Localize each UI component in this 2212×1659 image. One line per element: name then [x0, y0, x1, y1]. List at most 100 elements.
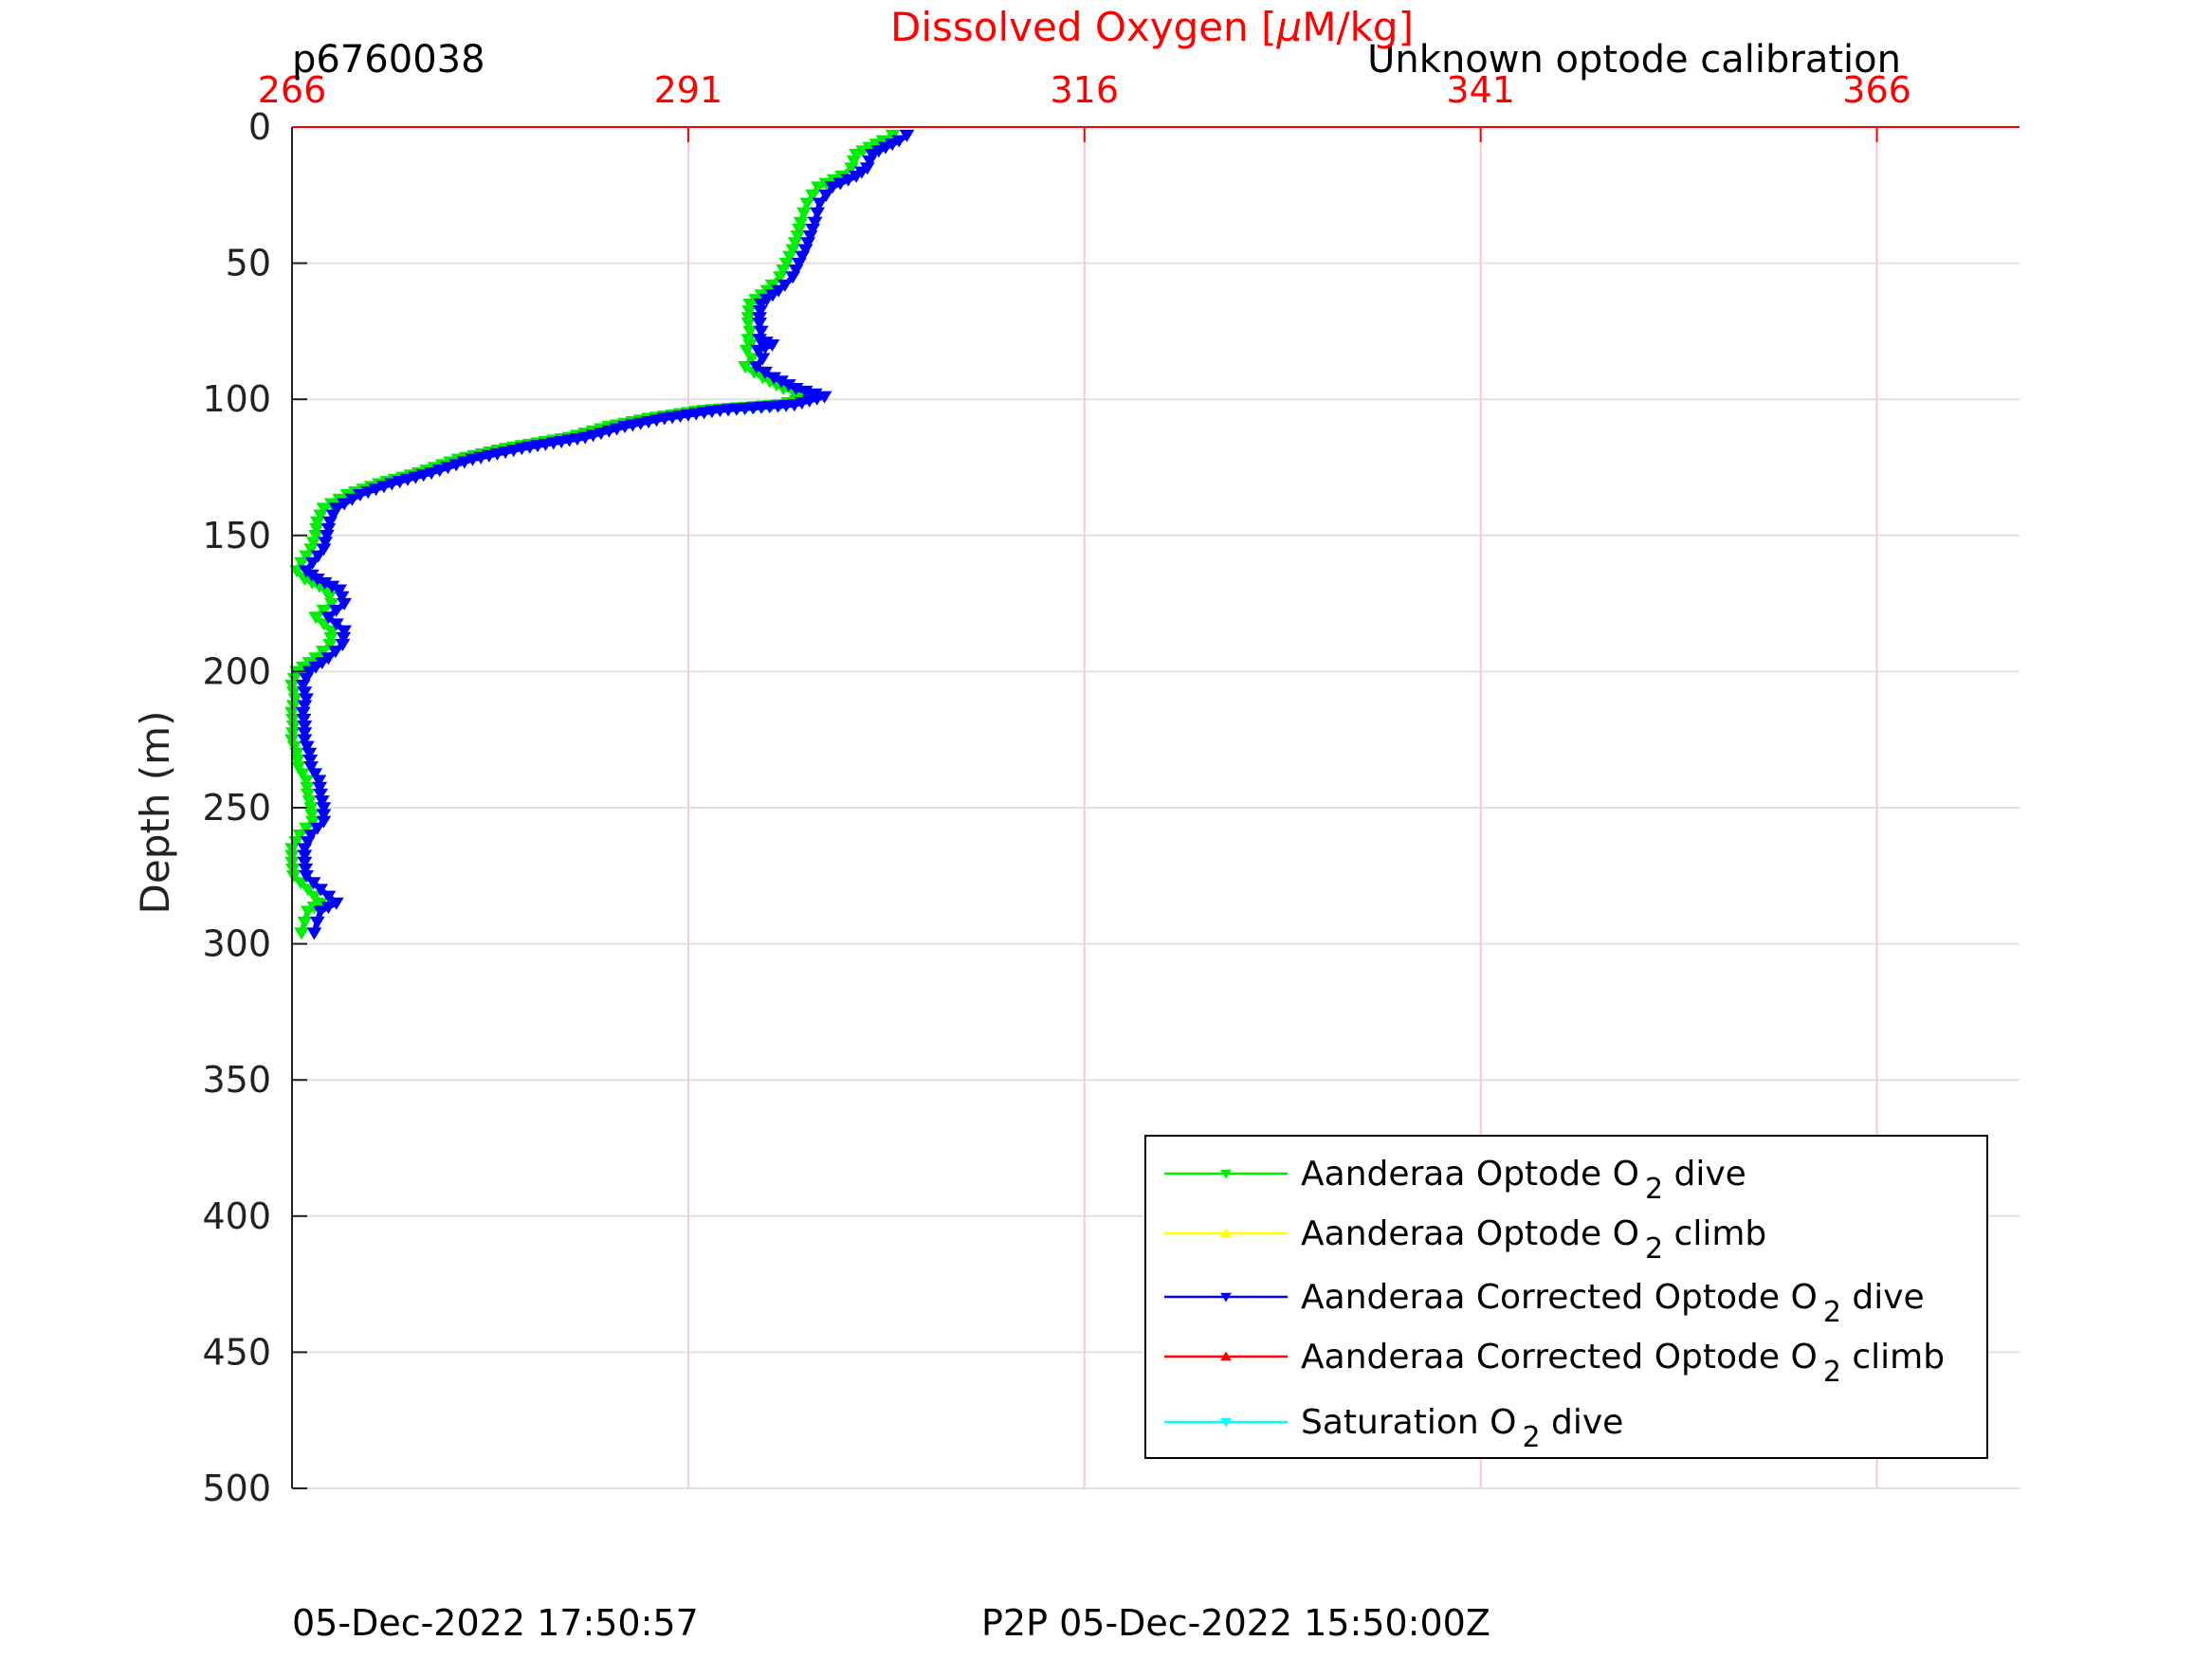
data-point — [313, 905, 328, 919]
data-point — [316, 815, 332, 829]
data-point — [795, 250, 811, 264]
data-point — [297, 843, 313, 856]
data-point — [305, 877, 321, 890]
data-point — [328, 605, 344, 618]
data-point — [811, 181, 826, 194]
data-point — [316, 618, 332, 631]
data-point — [753, 298, 769, 311]
data-point — [299, 550, 314, 563]
data-point — [290, 761, 306, 775]
data-point — [303, 802, 319, 815]
data-point — [300, 905, 316, 919]
data-point — [293, 877, 309, 890]
axes — [291, 126, 2020, 1489]
data-point — [334, 591, 350, 604]
data-point — [325, 509, 341, 522]
data-point — [296, 713, 312, 726]
data-point — [310, 550, 326, 563]
data-point — [328, 618, 344, 631]
data-point — [297, 700, 313, 713]
data-point — [323, 625, 339, 638]
data-point — [864, 148, 880, 161]
data-point — [790, 230, 806, 244]
data-point — [285, 720, 302, 734]
data-point — [300, 788, 316, 801]
data-point — [297, 686, 313, 700]
data-point — [785, 271, 801, 284]
x-tick-label: 341 — [1446, 69, 1515, 111]
data-point — [309, 522, 324, 536]
data-point — [335, 638, 351, 651]
data-point — [299, 740, 315, 754]
data-point — [320, 522, 337, 536]
data-point — [781, 250, 797, 264]
data-series — [284, 129, 915, 940]
data-point — [785, 244, 801, 257]
data-point — [849, 148, 864, 161]
data-point — [796, 207, 812, 220]
data-point — [299, 870, 314, 884]
data-point — [337, 625, 353, 638]
data-point — [792, 223, 807, 236]
data-point — [292, 829, 308, 842]
data-point — [825, 181, 840, 194]
data-point — [297, 734, 313, 747]
data-point — [313, 509, 328, 522]
data-point — [807, 216, 823, 229]
data-point — [299, 822, 314, 835]
data-point — [318, 537, 333, 550]
series-corrected_dive — [295, 129, 915, 940]
y-tick-label: 50 — [226, 243, 271, 284]
data-point — [295, 680, 311, 693]
data-point — [303, 829, 319, 842]
data-point — [299, 775, 314, 788]
data-point — [299, 693, 314, 706]
data-point — [742, 325, 758, 338]
legend-marker-corrected_dive — [1220, 1292, 1232, 1303]
data-point — [328, 646, 343, 659]
data-point — [297, 856, 313, 869]
data-point — [295, 706, 311, 720]
data-point — [322, 638, 338, 651]
data-point — [320, 611, 337, 625]
data-point — [302, 747, 318, 760]
data-point — [316, 809, 332, 822]
legend-marker-corrected_climb — [1220, 1351, 1232, 1361]
data-point — [303, 761, 319, 775]
y-tick-label: 300 — [202, 923, 271, 965]
tick-labels: 0 50 100 150 200 250 300 350 400 450 500 266 291 316 3… — [202, 69, 1910, 1509]
data-point — [289, 747, 304, 760]
data-point — [741, 305, 758, 319]
x-tick-label: 291 — [654, 69, 723, 111]
y-tick-label: 500 — [202, 1468, 271, 1509]
data-point — [311, 775, 327, 788]
data-point — [323, 597, 339, 611]
data-point — [302, 795, 318, 809]
data-point — [304, 809, 320, 822]
data-point — [743, 353, 759, 366]
data-point — [302, 754, 319, 768]
y-tick-label: 100 — [202, 378, 271, 420]
data-point — [753, 325, 769, 338]
data-point — [306, 890, 322, 903]
data-point — [772, 271, 788, 284]
x-axis-label: Dissolved Oxygen [μM/kg] — [890, 4, 1414, 50]
data-point — [297, 849, 313, 863]
y-tick-label: 350 — [202, 1059, 271, 1101]
y-axis-label: Depth (m) — [132, 711, 178, 915]
data-point — [844, 162, 859, 175]
data-point — [788, 264, 804, 278]
data-point — [320, 890, 337, 903]
data-point — [799, 197, 815, 210]
data-point — [337, 597, 353, 611]
data-point — [739, 344, 755, 357]
data-point — [322, 516, 338, 529]
data-point — [755, 353, 771, 366]
data-point — [313, 884, 328, 897]
data-point — [308, 611, 323, 625]
data-point — [297, 727, 313, 740]
